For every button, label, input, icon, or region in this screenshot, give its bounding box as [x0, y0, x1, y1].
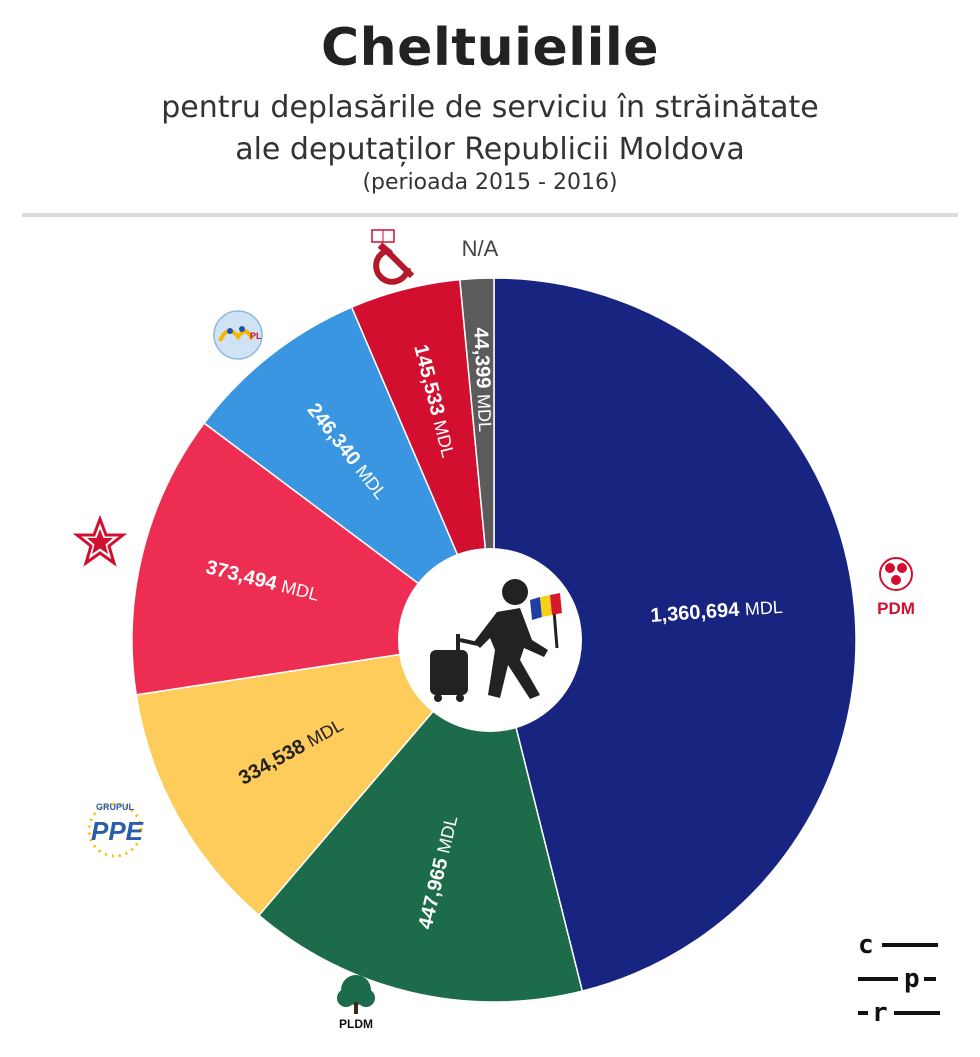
svg-text:PLDM: PLDM	[339, 1017, 373, 1031]
brand-letter-r: r	[872, 998, 888, 1028]
svg-text:GRUPUL: GRUPUL	[96, 802, 135, 812]
cpr-brand-logo: c p r	[858, 930, 948, 1030]
slice-label-na: 44,399 MDL	[469, 327, 496, 433]
pdm-logo-icon: PDM	[877, 557, 915, 618]
chart-subtitle-line2: ale deputaților Republicii Moldova	[235, 132, 745, 167]
chart-title: Cheltuielile	[321, 18, 659, 78]
brand-letter-c: c	[858, 930, 874, 960]
moldova-flag-icon	[530, 593, 562, 620]
svg-text:PL: PL	[250, 331, 262, 341]
center-badge	[398, 548, 582, 732]
pie-slice-ppe	[135, 638, 496, 917]
traveler-icon	[430, 579, 559, 702]
center-circle	[398, 548, 582, 732]
svg-text:PPE: PPE	[91, 816, 144, 846]
pie-slice-pl	[203, 306, 496, 643]
brand-letter-p: p	[904, 964, 920, 994]
chart-subtitle-line1: pentru deplasările de serviciu în străin…	[161, 90, 819, 125]
pie-slices	[131, 277, 857, 1003]
pl-logo-icon: PL	[213, 310, 263, 360]
pie-slice-pdm	[493, 277, 857, 992]
psrm-star-icon	[72, 514, 128, 567]
ppe-logo-icon: GRUPUL PPE	[87, 802, 144, 858]
header-divider	[22, 213, 958, 217]
chart-period: (perioada 2015 - 2016)	[362, 170, 618, 195]
na-label: N/A	[462, 236, 499, 261]
svg-text:N/A: N/A	[462, 236, 499, 261]
pldm-logo-icon: PLDM	[337, 975, 375, 1031]
svg-text:PDM: PDM	[877, 599, 915, 618]
hammer-sickle-icon	[371, 229, 415, 285]
